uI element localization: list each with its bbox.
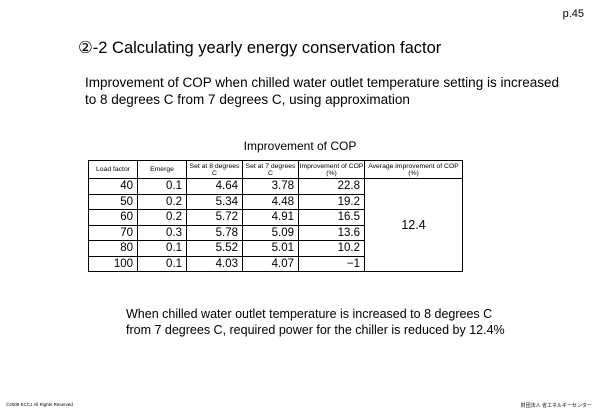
cell-emerge: 0.1 xyxy=(137,240,187,257)
cell-set-7c: 5.09 xyxy=(242,224,299,241)
organization-name: 財団法人 省エネルギーセンター xyxy=(520,403,592,409)
page-number: p.45 xyxy=(562,8,584,20)
cell-set-7c: 4.48 xyxy=(242,193,299,210)
cell-improvement: 10.2 xyxy=(298,240,365,257)
cell-improvement: 19.2 xyxy=(298,193,365,210)
cell-load-factor: 60 xyxy=(88,209,138,226)
conclusion-text: When chilled water outlet temperature is… xyxy=(126,307,505,337)
cell-average-improvement: 12.4 xyxy=(364,178,463,272)
header-emerge: Emerge xyxy=(137,160,187,179)
cell-set-7c: 4.91 xyxy=(242,209,299,226)
cop-table: Load factor Emerge Set at 8 degrees C Se… xyxy=(88,160,463,272)
cell-load-factor: 50 xyxy=(88,193,138,210)
cell-emerge: 0.1 xyxy=(137,255,187,272)
intro-text: Improvement of COP when chilled water ou… xyxy=(85,75,559,107)
cell-improvement: 16.5 xyxy=(298,209,365,226)
cell-set-8c: 4.03 xyxy=(186,255,243,272)
cell-set-8c: 5.52 xyxy=(186,240,243,257)
header-improvement-cop: Improvement of COP (%) xyxy=(298,160,365,179)
copyright-notice: ©2008 ECCJ All Rights Reserved xyxy=(6,402,73,407)
table-title: Improvement of COP xyxy=(243,139,357,153)
table-row: 100 0.1 4.03 4.07 −1 xyxy=(88,255,463,272)
table-row: 40 0.1 4.64 3.78 22.8 12.4 xyxy=(88,178,463,272)
table-row: 80 0.1 5.52 5.01 10.2 xyxy=(88,240,463,257)
cell-improvement: −1 xyxy=(298,255,365,272)
cell-emerge: 0.2 xyxy=(137,209,187,226)
cell-set-8c: 5.72 xyxy=(186,209,243,226)
cell-set-8c: 5.34 xyxy=(186,193,243,210)
header-set-8c: Set at 8 degrees C xyxy=(186,160,243,179)
header-load-factor: Load factor xyxy=(88,160,138,179)
cell-set-8c: 5.78 xyxy=(186,224,243,241)
cell-load-factor: 70 xyxy=(88,224,138,241)
cell-emerge: 0.2 xyxy=(137,193,187,210)
header-average-improvement: Average improvement of COP (%) xyxy=(364,160,463,179)
cell-load-factor: 100 xyxy=(88,255,138,272)
cell-set-7c: 3.78 xyxy=(242,178,299,195)
table-header-row: Load factor Emerge Set at 8 degrees C Se… xyxy=(88,160,463,179)
table-row: 70 0.3 5.78 5.09 13.6 xyxy=(88,224,463,241)
cell-improvement: 13.6 xyxy=(298,224,365,241)
cell-improvement: 22.8 xyxy=(298,178,365,195)
slide-title: ②-2 Calculating yearly energy conservati… xyxy=(78,39,442,57)
cell-load-factor: 40 xyxy=(88,178,138,195)
cell-set-8c: 4.64 xyxy=(186,178,243,195)
cell-set-7c: 5.01 xyxy=(242,240,299,257)
header-set-7c: Set at 7 degrees C xyxy=(242,160,299,179)
cell-load-factor: 80 xyxy=(88,240,138,257)
cell-emerge: 0.1 xyxy=(137,178,187,195)
cell-set-7c: 4.07 xyxy=(242,255,299,272)
cell-emerge: 0.3 xyxy=(137,224,187,241)
table-row: 50 0.2 5.34 4.48 19.2 xyxy=(88,193,463,210)
